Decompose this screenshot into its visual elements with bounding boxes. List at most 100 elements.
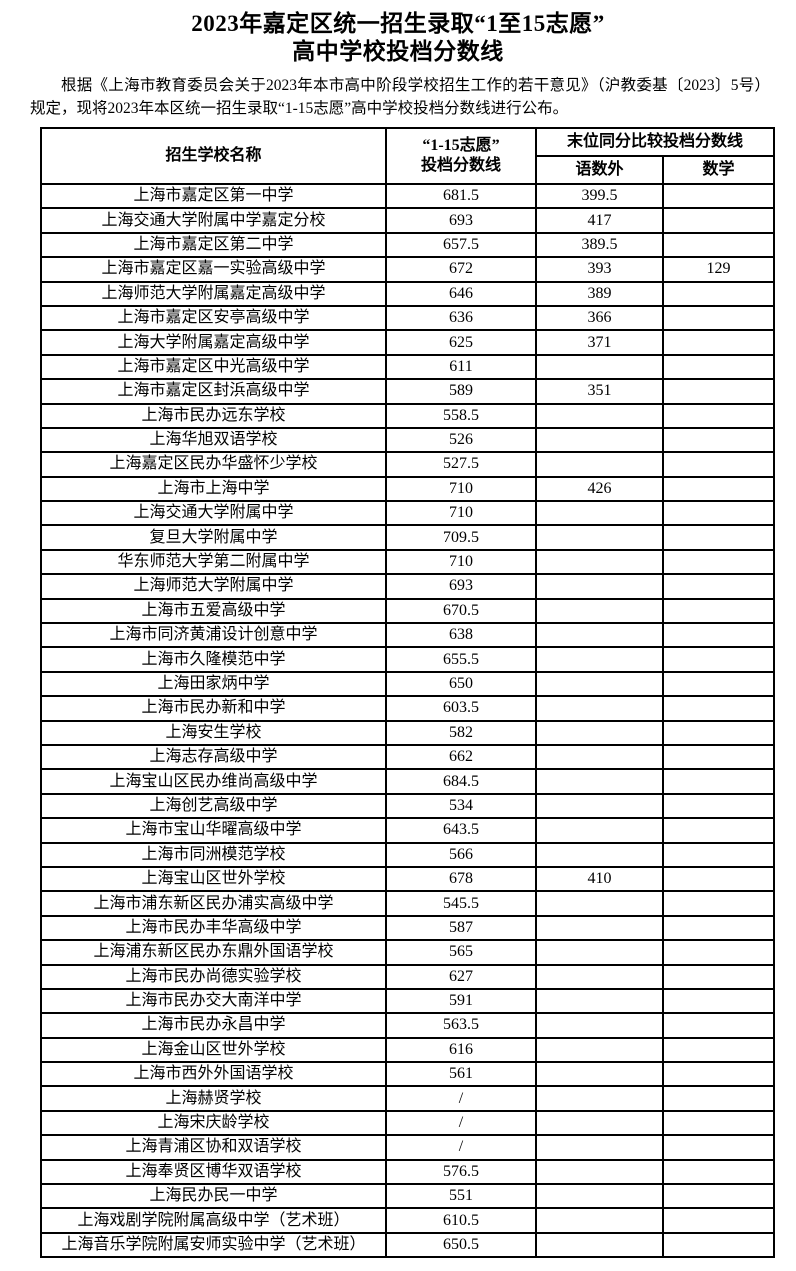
table-row: 上海音乐学院附属安师实验中学（艺术班） 650.5 bbox=[40, 1231, 776, 1259]
score-cell: 551 bbox=[385, 1182, 537, 1210]
score-cell: 670.5 bbox=[385, 597, 537, 625]
school-name-cell: 上海宝山区世外学校 bbox=[40, 865, 387, 893]
ywf-score-cell bbox=[535, 1061, 664, 1088]
school-name-cell: 上海赫贤学校 bbox=[40, 1085, 387, 1112]
math-score-cell bbox=[661, 939, 776, 966]
school-name-cell: 上海市浦东新区民办浦实高级中学 bbox=[40, 890, 387, 917]
table-row: 上海师范大学附属嘉定高级中学 646 389 bbox=[40, 280, 776, 307]
ywf-score-cell bbox=[535, 1012, 664, 1039]
table-row: 上海嘉定区民办华盛怀少学校 527.5 bbox=[40, 451, 776, 478]
ywf-score-cell bbox=[535, 743, 664, 771]
score-cell: 534 bbox=[385, 792, 537, 820]
intro-paragraph: 根据《上海市教育委员会关于2023年本市高中阶段学校招生工作的若干意见》（沪教委… bbox=[30, 77, 770, 117]
score-cell: 611 bbox=[385, 353, 537, 381]
header-score-line2: 投档分数线 bbox=[420, 157, 501, 174]
ywf-score-cell bbox=[535, 1158, 664, 1186]
ywf-score-cell: 426 bbox=[535, 475, 664, 503]
table-row: 上海民办民一中学 551 bbox=[40, 1182, 776, 1210]
table-row: 上海市西外外国语学校 561 bbox=[40, 1061, 776, 1088]
ywf-score-cell bbox=[535, 1207, 664, 1234]
math-score-cell bbox=[661, 841, 776, 868]
score-cell: / bbox=[385, 1109, 537, 1137]
score-cell: 710 bbox=[385, 500, 537, 527]
school-name-cell: 上海戏剧学院附属高级中学（艺术班） bbox=[40, 1207, 387, 1234]
ywf-score-cell: 371 bbox=[535, 329, 664, 356]
school-name-cell: 上海交通大学附属中学嘉定分校 bbox=[40, 207, 387, 234]
ywf-score-cell bbox=[535, 548, 664, 576]
ywf-score-cell bbox=[535, 1231, 664, 1259]
math-score-cell bbox=[661, 280, 776, 307]
header-score-line1: “1-15志愿” bbox=[422, 137, 500, 154]
ywf-score-cell bbox=[535, 622, 664, 649]
score-cell: 638 bbox=[385, 622, 537, 649]
ywf-score-cell bbox=[535, 1109, 664, 1137]
page-title: 2023年嘉定区统一招生录取“1至15志愿” 高中学校投档分数线 bbox=[0, 10, 796, 66]
table-row: 上海志存高级中学 662 bbox=[40, 743, 776, 771]
header-chinese-math-foreign: 语数外 bbox=[535, 155, 664, 185]
score-cell: 566 bbox=[385, 841, 537, 868]
math-score-cell bbox=[661, 695, 776, 722]
math-score-cell bbox=[661, 1036, 776, 1064]
table-row: 上海赫贤学校 / bbox=[40, 1085, 776, 1112]
school-name-cell: 上海青浦区协和双语学校 bbox=[40, 1134, 387, 1161]
table-row: 上海市嘉定区中光高级中学 611 bbox=[40, 353, 776, 381]
school-name-cell: 上海市民办永昌中学 bbox=[40, 1012, 387, 1039]
score-cell: 603.5 bbox=[385, 695, 537, 722]
table-row: 上海市嘉定区封浜高级中学 589 351 bbox=[40, 378, 776, 405]
page-title-line2: 高中学校投档分数线 bbox=[292, 39, 504, 64]
score-cell: 561 bbox=[385, 1061, 537, 1088]
math-score-cell bbox=[661, 231, 776, 259]
table-row: 华东师范大学第二附属中学 710 bbox=[40, 548, 776, 576]
math-score-cell bbox=[661, 670, 776, 698]
math-score-cell bbox=[661, 353, 776, 381]
header-math: 数学 bbox=[661, 155, 776, 185]
table-row: 上海师范大学附属中学 693 bbox=[40, 573, 776, 600]
table-row: 上海市民办新和中学 603.5 bbox=[40, 695, 776, 722]
score-cell: 625 bbox=[385, 329, 537, 356]
ywf-score-cell bbox=[535, 939, 664, 966]
ywf-score-cell: 351 bbox=[535, 378, 664, 405]
page-title-line1: 2023年嘉定区统一招生录取“1至15志愿” bbox=[191, 11, 605, 36]
math-score-cell bbox=[661, 1231, 776, 1259]
math-score-cell bbox=[661, 182, 776, 210]
ywf-score-cell: 417 bbox=[535, 207, 664, 234]
table-row: 上海宋庆龄学校 / bbox=[40, 1109, 776, 1137]
score-cell: 616 bbox=[385, 1036, 537, 1064]
math-score-cell bbox=[661, 573, 776, 600]
math-score-cell bbox=[661, 597, 776, 625]
table-row: 上海浦东新区民办东鼎外国语学校 565 bbox=[40, 939, 776, 966]
table-row: 上海创艺高级中学 534 bbox=[40, 792, 776, 820]
table-row: 上海宝山区世外学校 678 410 bbox=[40, 865, 776, 893]
ywf-score-cell bbox=[535, 963, 664, 990]
table-row: 上海交通大学附属中学嘉定分校 693 417 bbox=[40, 207, 776, 234]
math-score-cell bbox=[661, 1134, 776, 1161]
school-name-cell: 上海华旭双语学校 bbox=[40, 426, 387, 454]
school-name-cell: 上海交通大学附属中学 bbox=[40, 500, 387, 527]
math-score-cell bbox=[661, 1182, 776, 1210]
school-name-cell: 上海宋庆龄学校 bbox=[40, 1109, 387, 1137]
table-row: 上海安生学校 582 bbox=[40, 719, 776, 747]
score-cell: 591 bbox=[385, 987, 537, 1015]
school-name-cell: 上海市久隆模范中学 bbox=[40, 646, 387, 673]
school-name-cell: 上海市五爱高级中学 bbox=[40, 597, 387, 625]
score-cell: 710 bbox=[385, 475, 537, 503]
math-score-cell bbox=[661, 1012, 776, 1039]
score-cell: 587 bbox=[385, 914, 537, 942]
score-cell: 582 bbox=[385, 719, 537, 747]
school-name-cell: 上海市民办远东学校 bbox=[40, 402, 387, 429]
score-cell: 678 bbox=[385, 865, 537, 893]
school-name-cell: 上海市民办交大南洋中学 bbox=[40, 987, 387, 1015]
score-cell: 610.5 bbox=[385, 1207, 537, 1234]
math-score-cell bbox=[661, 207, 776, 234]
table-row: 上海市同洲模范学校 566 bbox=[40, 841, 776, 868]
table-row: 上海市久隆模范中学 655.5 bbox=[40, 646, 776, 673]
score-cell: 693 bbox=[385, 573, 537, 600]
score-cell: 693 bbox=[385, 207, 537, 234]
table-row: 上海市民办丰华高级中学 587 bbox=[40, 914, 776, 942]
ywf-score-cell bbox=[535, 1182, 664, 1210]
school-name-cell: 上海音乐学院附属安师实验中学（艺术班） bbox=[40, 1231, 387, 1259]
table-row: 上海华旭双语学校 526 bbox=[40, 426, 776, 454]
score-cell: / bbox=[385, 1085, 537, 1112]
table-row: 上海市嘉定区第二中学 657.5 389.5 bbox=[40, 231, 776, 259]
